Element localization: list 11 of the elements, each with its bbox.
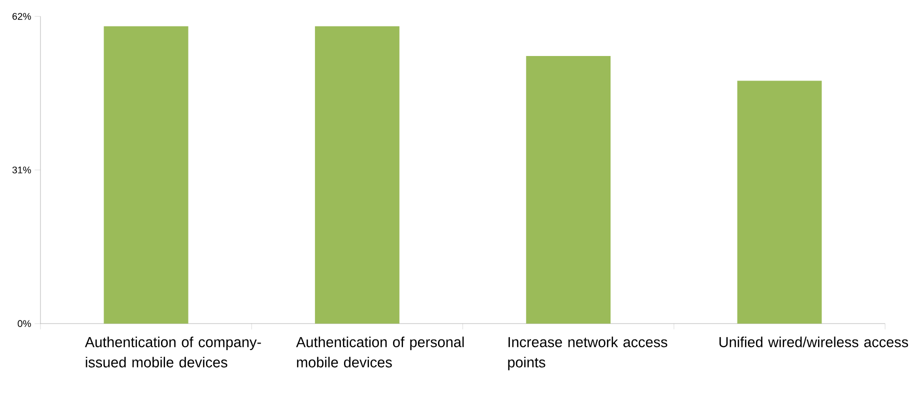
bar: [526, 56, 611, 324]
bar: [314, 26, 400, 324]
y-tick-label: 62%: [12, 12, 31, 20]
x-tick-label: Authentication of company-issued mobile devices: [84, 336, 261, 368]
bar: [104, 26, 188, 324]
x-tick-label: Unified wired/wireless access: [719, 336, 908, 347]
x-tick-label: Authentication of personal mobile devices: [296, 336, 464, 368]
y-tick-label: 31%: [12, 166, 31, 174]
y-tick-label: 0%: [18, 320, 31, 327]
bar: [737, 80, 822, 324]
x-tick-label: Increase network access points: [508, 336, 668, 370]
